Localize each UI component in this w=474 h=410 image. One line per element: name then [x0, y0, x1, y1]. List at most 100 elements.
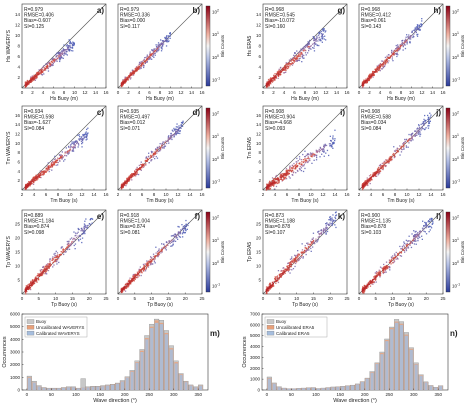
scatter-point	[274, 73, 276, 75]
scatter-point	[285, 69, 287, 72]
scatter-point	[178, 127, 180, 129]
scatter-point	[72, 239, 74, 241]
scatter-point	[62, 248, 64, 251]
scatter-point	[280, 172, 282, 174]
x-tick-label: 4	[379, 90, 382, 95]
scatter-point	[169, 138, 171, 140]
stats-line: RMSE=0.336	[120, 13, 150, 19]
scatter-point	[46, 269, 48, 271]
y-tick-label: 10	[256, 264, 262, 269]
scatter-point	[301, 61, 303, 63]
scatter-point	[135, 69, 137, 72]
scatter-point	[311, 238, 314, 240]
scatter-point	[268, 82, 270, 84]
scatter-point	[290, 262, 292, 264]
scatter-point	[161, 250, 163, 252]
scatter-point	[292, 57, 294, 59]
scatter-point	[134, 171, 136, 173]
scatter-point	[70, 145, 72, 148]
scatter-point	[163, 245, 166, 247]
scatter-point	[289, 169, 291, 171]
scatter-point	[400, 147, 402, 149]
scatter-point	[58, 158, 60, 160]
scatter-point	[143, 266, 145, 268]
scatter-point	[404, 38, 407, 40]
scatter-point	[62, 156, 64, 158]
scatter-point	[80, 230, 82, 232]
scatter-point	[52, 64, 54, 66]
scatter-point	[388, 56, 390, 58]
scatter-point	[407, 146, 409, 148]
scatter-point	[64, 251, 66, 253]
scatter-point	[168, 240, 170, 242]
scatter-point	[154, 255, 156, 257]
scatter-point	[162, 42, 164, 45]
scatter-point	[402, 248, 404, 251]
scatter-point	[306, 44, 308, 46]
scatter-point	[74, 243, 77, 245]
scatter-point	[155, 45, 158, 48]
x-tick-label: 6	[141, 192, 144, 197]
scatter-point	[329, 224, 331, 226]
scatter-point	[175, 236, 177, 238]
x-tick-label: 10	[168, 90, 174, 95]
scatter-point	[173, 129, 175, 131]
scatter-point	[47, 265, 49, 268]
stats-line: RMSE=1.184	[24, 219, 54, 225]
scatter-point	[393, 260, 396, 262]
scatter-point	[411, 133, 413, 135]
scatter-point	[32, 283, 34, 285]
scatter-point	[131, 69, 134, 71]
scatter-point	[421, 238, 423, 240]
y-tick-label: 2	[17, 178, 20, 183]
scatter-point	[58, 56, 60, 58]
x-tick-label: 16	[344, 192, 350, 197]
scatter-point	[56, 263, 58, 265]
scatter-point	[181, 122, 184, 124]
scatter-point	[143, 165, 145, 167]
scatter-point	[62, 57, 64, 59]
scatter-point	[42, 174, 44, 176]
scatter-point	[299, 165, 301, 168]
scatter-point	[41, 272, 43, 274]
scatter-point	[153, 53, 156, 55]
scatter-point	[396, 47, 398, 50]
scatter-point	[146, 57, 148, 60]
scatter-point	[157, 252, 159, 254]
scatter-point	[401, 247, 404, 249]
scatter-point	[166, 244, 168, 246]
scatter-point	[128, 279, 130, 281]
scatter-point	[151, 258, 153, 260]
scatter-point	[364, 287, 367, 289]
scatter-point	[146, 264, 148, 266]
scatter-point	[282, 67, 284, 70]
scatter-point	[55, 56, 57, 58]
scatter-point	[407, 36, 410, 38]
scatter-point	[273, 280, 275, 283]
scatter-point	[300, 256, 303, 258]
scatter-point	[171, 239, 173, 241]
scatter-point	[366, 177, 368, 179]
x-axis-label: Hs Buoy (m)	[387, 96, 415, 102]
scatter-point	[284, 175, 286, 177]
scatter-point	[374, 172, 376, 174]
scatter-point	[332, 141, 335, 143]
scatter-point	[393, 156, 395, 159]
scatter-point	[389, 156, 392, 159]
scatter-point	[420, 23, 422, 25]
scatter-point	[414, 27, 416, 29]
scatter-point	[38, 274, 40, 276]
scatter-point	[279, 74, 282, 76]
scatter-point	[423, 121, 425, 123]
scatter-point	[78, 240, 80, 242]
scatter-point	[42, 170, 44, 172]
scatter-point	[140, 67, 142, 69]
scatter-point	[320, 32, 322, 35]
scatter-point	[270, 77, 272, 79]
scatter-point	[380, 165, 382, 167]
scatter-point	[284, 65, 286, 67]
scatter-point	[329, 135, 331, 137]
scatter-point	[54, 60, 56, 62]
scatter-point	[385, 266, 387, 269]
